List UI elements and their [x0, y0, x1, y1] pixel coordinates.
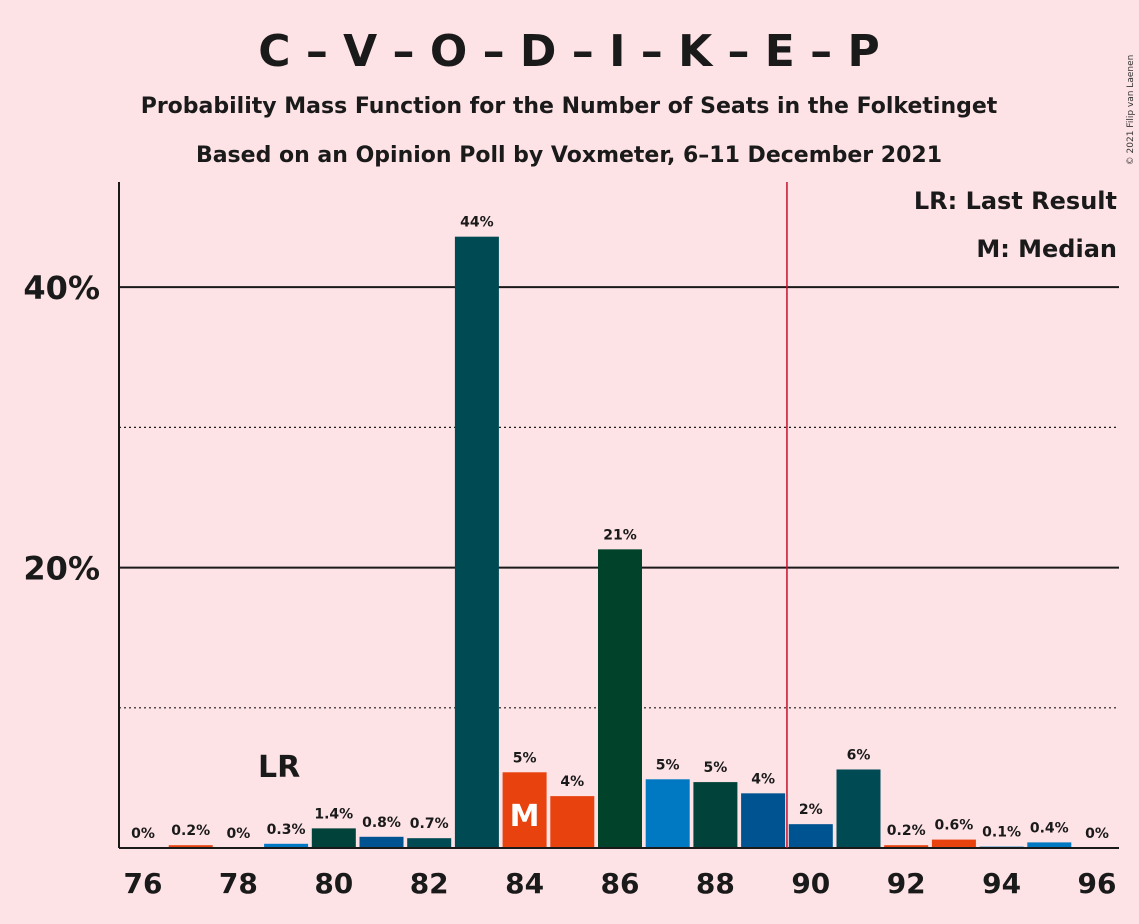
bar-value-label: 4% — [560, 774, 584, 790]
bar-value-label: 0.2% — [887, 823, 926, 839]
bar-value-label: 0.4% — [1030, 820, 1069, 836]
bar-label-background — [170, 821, 211, 841]
bar-value-label: 1.4% — [314, 806, 353, 822]
chart-title: C – V – O – D – I – K – E – P — [258, 26, 880, 77]
bar-value-label: 0% — [131, 826, 155, 842]
x-tick-label: 90 — [791, 867, 830, 900]
bar — [407, 838, 452, 848]
bar-label-background — [751, 769, 775, 789]
bar-value-label: 5% — [656, 757, 680, 773]
bar-value-label: 6% — [847, 747, 871, 763]
bar — [836, 769, 881, 848]
bar-label-background — [266, 819, 307, 839]
bar — [931, 839, 976, 848]
y-tick-label: 40% — [23, 269, 100, 307]
copyright-note: © 2021 Filip van Laenen — [1126, 55, 1136, 166]
bar-label-background — [981, 822, 1022, 842]
bar-value-label: 0.2% — [171, 823, 210, 839]
x-tick-label: 94 — [982, 867, 1021, 900]
bar-label-background — [409, 814, 450, 834]
bar-label-background — [131, 824, 155, 843]
bar-value-label: 0.8% — [362, 815, 401, 831]
bar-value-label: 0.1% — [982, 825, 1021, 841]
chart-subtitle-poll: Based on an Opinion Poll by Voxmeter, 6–… — [196, 143, 942, 168]
bar-value-label: 0% — [1085, 826, 1109, 842]
x-axis-ticks: 76 78 80 82 84 86 88 90 92 94 96 — [124, 867, 1117, 900]
bar — [598, 549, 642, 848]
x-tick-label: 80 — [314, 867, 353, 900]
x-tick-label: 88 — [696, 867, 735, 900]
chart-subtitle: Probability Mass Function for the Number… — [141, 94, 998, 119]
bar — [1027, 842, 1072, 848]
bar-label-background — [313, 804, 354, 824]
bar-value-label: 0.6% — [934, 818, 973, 834]
x-tick-label: 78 — [219, 867, 258, 900]
bar-label-background — [226, 824, 250, 843]
bar-label-background — [361, 812, 402, 832]
bar-value-label: 0.3% — [267, 822, 306, 838]
bar — [884, 845, 929, 848]
bar — [741, 793, 786, 848]
bar-labels: 0% 0.2% 0% 0.3% 1.4% 0.8% 0.7% 44% 5% 4% 21% 5% 5% 4%… — [131, 212, 1109, 843]
bar — [454, 236, 499, 848]
last-result-marker: LR — [258, 750, 300, 785]
x-tick-label: 92 — [887, 867, 926, 900]
bar-label-background — [886, 821, 927, 841]
bar-value-label: 5% — [513, 750, 537, 766]
bar-label-background — [933, 815, 974, 835]
bar-value-label: 44% — [460, 215, 494, 231]
bar — [550, 796, 595, 848]
bar-value-label: 0.7% — [410, 816, 449, 832]
bar-label-background — [799, 800, 823, 820]
bar-value-label: 21% — [603, 527, 637, 543]
bar — [168, 845, 213, 848]
legend-median: M: Median — [976, 235, 1117, 263]
bar-label-background — [1085, 824, 1109, 843]
bar-label-background — [560, 772, 584, 792]
y-tick-label: 20% — [23, 550, 100, 588]
y-axis-ticks: 20% 40% — [23, 269, 100, 587]
bar-label-background — [656, 755, 680, 775]
bar-label-background — [703, 758, 727, 778]
x-tick-label: 96 — [1078, 867, 1117, 900]
bar — [311, 828, 356, 848]
bar-value-label: 4% — [751, 771, 775, 787]
bar-label-background — [513, 748, 537, 768]
bar — [693, 782, 738, 848]
bar-value-label: 2% — [799, 802, 823, 818]
bar-value-label: 5% — [704, 760, 728, 776]
bar-label-background — [847, 745, 870, 765]
x-tick-label: 82 — [410, 867, 449, 900]
bar — [359, 836, 404, 848]
bar-label-background — [1029, 818, 1070, 838]
bar — [788, 824, 833, 848]
bar — [264, 843, 309, 848]
bar-label-background — [461, 212, 493, 232]
x-tick-label: 76 — [124, 867, 163, 900]
bars — [168, 236, 1072, 848]
x-tick-label: 86 — [601, 867, 640, 900]
bar-value-label: 0% — [227, 826, 251, 842]
legend-last-result: LR: Last Result — [914, 187, 1117, 215]
bar — [645, 779, 690, 848]
x-tick-label: 84 — [505, 867, 544, 900]
bar — [502, 772, 547, 848]
median-marker: M — [510, 799, 540, 834]
bar-label-background — [604, 525, 636, 545]
